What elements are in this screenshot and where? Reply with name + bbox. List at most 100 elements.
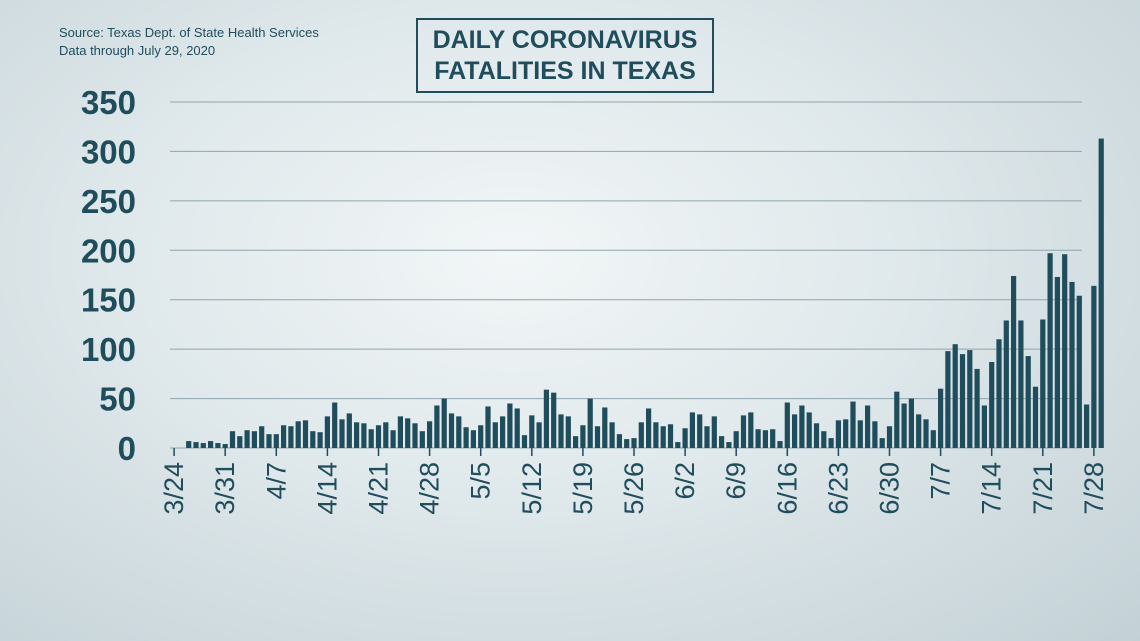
source-line: Source: Texas Dept. of State Health Serv…	[59, 25, 319, 40]
bar	[974, 368, 980, 448]
bar	[959, 354, 966, 448]
bar	[755, 429, 761, 448]
bar	[835, 420, 841, 448]
bar	[310, 431, 316, 448]
bar	[945, 351, 951, 448]
x-tick-label: 6/16	[772, 462, 802, 515]
bar	[843, 419, 849, 448]
bar	[470, 430, 476, 448]
y-tick-label: 0	[118, 430, 136, 467]
bar	[448, 413, 455, 448]
x-tick-label: 7/14	[977, 462, 1007, 515]
data-through-line: Data through July 29, 2020	[59, 43, 216, 58]
bar	[514, 408, 520, 448]
chart-title: DAILY CORONAVIRUS FATALITIES IN TEXAS	[416, 18, 714, 93]
bar	[478, 425, 484, 448]
chart-title-line2: FATALITIES IN TEXAS	[434, 56, 696, 85]
bar	[346, 413, 352, 448]
bar	[1076, 295, 1082, 448]
bar	[354, 422, 360, 448]
x-tick-label: 6/9	[721, 462, 751, 500]
bar	[288, 426, 294, 448]
bar	[339, 419, 345, 448]
bar	[383, 422, 389, 448]
x-tick-label: 5/26	[619, 462, 649, 515]
bar	[719, 436, 725, 448]
x-tick-label: 7/21	[1028, 462, 1058, 515]
bar	[1040, 319, 1046, 448]
bar	[580, 425, 586, 448]
bar	[740, 415, 747, 448]
bar	[1047, 253, 1053, 448]
x-tick-label: 4/21	[364, 462, 394, 515]
bar	[281, 425, 287, 448]
bar	[397, 416, 403, 448]
bar	[638, 422, 644, 448]
bar	[901, 403, 907, 448]
bar	[361, 423, 367, 448]
bar	[879, 438, 885, 448]
bar	[938, 388, 944, 448]
bar	[624, 439, 630, 448]
bar	[916, 414, 922, 448]
bar	[587, 398, 593, 448]
bar	[850, 401, 856, 448]
bar	[726, 442, 732, 448]
source-note: Source: Texas Dept. of State Health Serv…	[59, 24, 319, 60]
bar	[660, 426, 666, 448]
bar	[368, 429, 374, 448]
bar	[492, 422, 498, 448]
bar	[770, 429, 776, 448]
bar	[806, 412, 812, 448]
y-axis: 0 50 100 150 200 250 300 350	[81, 84, 136, 467]
bar	[441, 398, 447, 448]
bar	[273, 434, 279, 448]
y-tick-label: 250	[81, 183, 136, 220]
bar	[419, 431, 425, 448]
bar	[865, 405, 871, 448]
x-tick-label: 6/30	[875, 462, 905, 515]
x-tick-label: 5/19	[568, 462, 598, 515]
bar	[609, 422, 615, 448]
y-tick-label: 350	[81, 84, 136, 121]
bar	[529, 415, 535, 448]
bar	[375, 425, 382, 448]
bar	[1084, 404, 1090, 448]
bars	[186, 138, 1104, 448]
bar	[704, 426, 710, 448]
x-axis: 3/24 3/31 4/7 4/14 4/21 4/28 5/5 5/12 5/19 5/26 6/…	[159, 448, 1109, 515]
bar	[507, 403, 513, 448]
bar	[799, 405, 805, 448]
bar	[594, 426, 601, 448]
gridlines	[170, 101, 1082, 449]
bar	[981, 405, 987, 448]
x-tick-label: 3/31	[210, 462, 240, 515]
bar	[237, 436, 243, 448]
bar	[733, 431, 739, 448]
bar	[675, 442, 681, 448]
bar	[653, 422, 659, 448]
y-tick-label: 300	[81, 133, 136, 170]
bar	[500, 416, 506, 448]
bar	[813, 423, 820, 448]
bar	[412, 423, 418, 448]
x-tick-label: 4/7	[261, 462, 291, 500]
bar	[777, 441, 783, 448]
bar	[456, 416, 462, 448]
bar	[821, 431, 827, 448]
bar	[390, 430, 396, 448]
bar	[646, 408, 652, 448]
bar	[463, 427, 469, 448]
y-tick-label: 50	[99, 381, 136, 418]
bar	[193, 442, 199, 448]
bar	[302, 420, 309, 448]
bar	[857, 420, 863, 448]
x-tick-label: 5/12	[517, 462, 547, 515]
bar	[689, 412, 695, 448]
bar	[573, 436, 579, 448]
bar	[485, 406, 491, 448]
chart-title-line1: DAILY CORONAVIRUS	[432, 25, 698, 54]
bar	[989, 361, 995, 448]
bar	[543, 389, 549, 448]
bar	[244, 430, 250, 448]
